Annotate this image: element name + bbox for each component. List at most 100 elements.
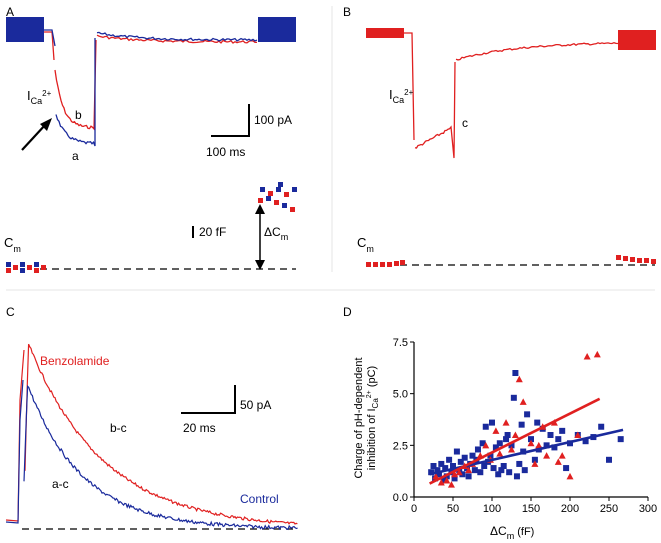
cm-square [34, 268, 39, 273]
data-point-square [498, 467, 505, 474]
scale-current-a: 100 pA [254, 113, 292, 127]
data-point-square [492, 444, 499, 451]
cm-square [20, 262, 25, 267]
data-point-square [481, 463, 488, 469]
data-point-square [461, 454, 468, 461]
cm-label-a: Cm [4, 235, 21, 254]
y-axis-label-line1: Charge of pH-dependent [353, 357, 365, 478]
data-point-triangle [519, 398, 527, 405]
data-point-triangle [447, 481, 455, 488]
benzolamide-label: Benzolamide [40, 354, 110, 368]
arrow-head-icon [40, 118, 52, 131]
cm-square [268, 191, 273, 196]
x-tick-label: 300 [639, 503, 657, 515]
data-point-square [563, 465, 570, 472]
data-point-triangle [508, 445, 515, 453]
scale-time-c: 20 ms [183, 421, 216, 435]
cm-square [644, 258, 649, 263]
ica-label-a: ICa2+ [27, 88, 52, 106]
data-point-square [428, 469, 435, 476]
data-point-triangle [432, 472, 440, 480]
x-tick-label: 100 [483, 503, 501, 515]
trace-a-blue [44, 29, 258, 147]
cm-square [41, 265, 46, 270]
cm-square [380, 262, 385, 267]
data-point-triangle [558, 452, 566, 459]
cm-square [276, 187, 281, 192]
cm-square [623, 256, 628, 261]
data-point-square [496, 440, 503, 447]
data-point-triangle [554, 458, 562, 465]
cm-square [394, 261, 399, 266]
data-point-square [617, 436, 624, 443]
data-point-square [500, 463, 507, 469]
data-point-square [503, 436, 510, 443]
control-label: Control [240, 492, 279, 506]
y-tick-label: 5.0 [393, 389, 408, 401]
data-point-square [551, 444, 558, 451]
data-point-square [524, 411, 531, 418]
x-axis-label: ΔCm (fF) [490, 524, 534, 541]
data-point-square [457, 458, 464, 465]
data-point-triangle [443, 476, 451, 484]
data-point-square [489, 419, 495, 426]
data-point-square [487, 452, 494, 459]
x-tick-label: 150 [522, 503, 540, 515]
current-traces-a [6, 17, 296, 147]
cm-square [290, 207, 295, 212]
cm-square [651, 259, 656, 264]
y-tick-label: 2.5 [393, 440, 408, 452]
panel-label-d: D [343, 305, 352, 319]
data-point-square [430, 463, 437, 469]
data-point-square [442, 465, 449, 472]
data-point-square [453, 448, 460, 455]
data-point-triangle [593, 350, 601, 358]
arrow-up-icon [255, 204, 265, 214]
data-point-square [495, 471, 502, 478]
data-point-square [438, 460, 445, 467]
data-point-square [504, 432, 511, 438]
data-point-square [435, 471, 442, 478]
ica-label-b: ICa2+ [389, 87, 414, 105]
data-point-square [606, 456, 612, 463]
data-point-square [508, 442, 515, 449]
ac-label: a-c [52, 477, 69, 491]
capacitance-squares-b [366, 255, 656, 267]
cm-square [27, 265, 32, 270]
data-point-triangle [465, 466, 473, 474]
fit-line-benzolamide [429, 397, 601, 485]
data-point-square [450, 463, 456, 469]
scale-time-a: 100 ms [206, 145, 245, 159]
data-point-square [521, 467, 528, 474]
data-point-square [479, 440, 486, 447]
scale-current-c: 50 pA [240, 398, 271, 412]
noise-block-left-b [366, 28, 404, 38]
data-point-square [465, 473, 472, 480]
data-point-square [446, 456, 453, 463]
cm-square [373, 262, 378, 267]
x-tick-label: 200 [561, 503, 579, 515]
cm-square [278, 182, 283, 187]
cm-square [266, 196, 271, 201]
cm-square [366, 262, 371, 267]
difference-traces-c [5, 343, 298, 531]
x-tick-label: 50 [447, 503, 459, 515]
data-point-square [528, 436, 534, 443]
data-point-triangle [455, 468, 463, 476]
trace-ac-blue [5, 379, 298, 531]
bc-label: b-c [110, 421, 127, 435]
cm-square [258, 198, 263, 203]
cm-square [13, 265, 18, 270]
arrow-down-icon [255, 260, 265, 270]
data-point-triangle [511, 431, 519, 438]
noise-block-right-b [618, 30, 656, 50]
data-point-triangle [502, 419, 510, 426]
trace-a-label: a [72, 149, 79, 163]
panel-label-b: B [343, 5, 351, 19]
data-point-square [440, 477, 447, 484]
cm-square [282, 203, 287, 208]
data-point-square [531, 456, 538, 463]
panel-d: D 0 50 100 150 200 250 300 0.0 2.5 5.0 7.5 Charge … [343, 305, 657, 541]
data-point-square [471, 467, 478, 474]
